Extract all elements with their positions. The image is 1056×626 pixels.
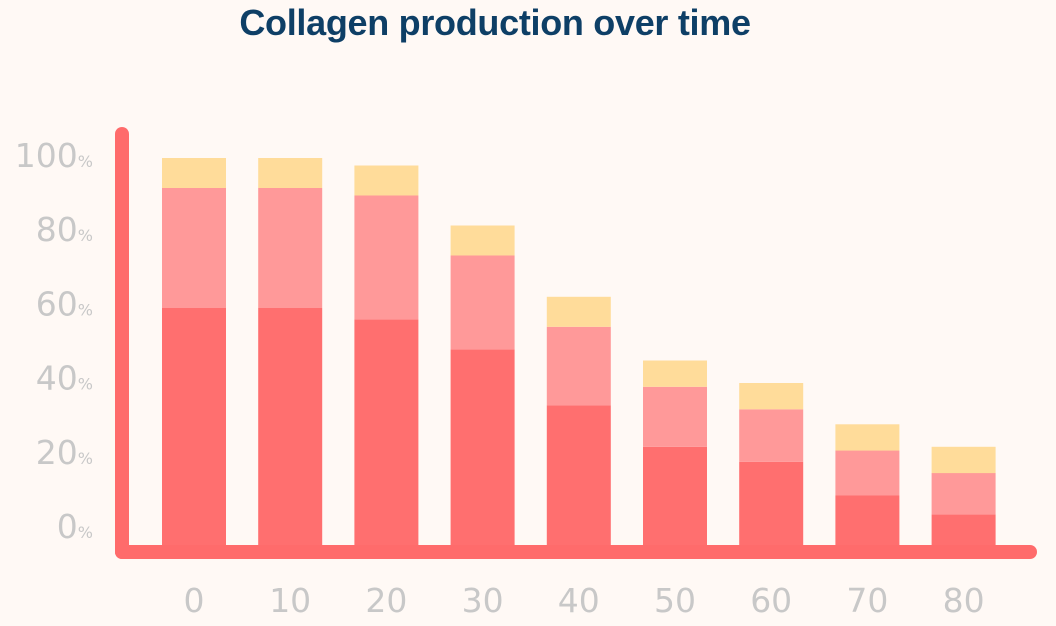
bar-segment-10-s3 [258,158,323,188]
bar-segment-60-s1 [739,461,804,549]
bar-segment-60-s2 [739,409,804,462]
x-tick-label-20: 20 [365,581,407,620]
bar-segment-40-s3 [546,296,611,327]
x-tick-label-80: 80 [943,581,985,620]
bar-group-10 [258,158,323,548]
y-tick-label-0: 0% [57,507,93,546]
bar-segment-40-s2 [546,326,611,406]
x-tick-label-0: 0 [184,581,205,620]
y-tick-labels: 0% 20% 40% 60% 80% 100% [15,136,93,546]
bar-segment-0-s1 [162,308,226,548]
bar-segment-30-s3 [450,225,515,256]
bar-group-60 [739,383,804,549]
bar-segment-70-s1 [835,495,900,548]
bar-segment-50-s3 [643,360,707,387]
bar-segment-80-s3 [931,446,996,474]
bar-segment-80-s1 [931,514,996,549]
x-tick-label-50: 50 [654,581,696,620]
bar-segment-20-s2 [354,195,419,320]
bar-segment-40-s1 [546,405,611,548]
y-tick-label-20: 20% [36,433,93,472]
x-tick-label-30: 30 [462,581,504,620]
y-tick-label-80: 80% [36,210,93,249]
x-tick-label-70: 70 [846,581,888,620]
bar-group-70 [835,424,900,548]
bar-segment-30-s2 [450,255,515,350]
y-tick-label-60: 60% [36,284,93,323]
bar-segment-70-s2 [835,450,900,496]
bar-segment-30-s1 [450,349,515,549]
bar-segment-0-s3 [162,158,226,188]
x-tick-label-60: 60 [750,581,792,620]
x-tick-labels: 0 10 20 30 40 50 60 70 80 [184,581,985,620]
bar-segment-10-s2 [258,188,323,308]
bar-segment-20-s1 [354,319,419,549]
axes-layer [115,127,1037,559]
bar-group-80 [931,446,996,549]
y-tick-label-100: 100% [15,136,93,175]
bar-group-50 [643,360,707,549]
bar-segment-10-s1 [258,308,323,548]
bar-group-20 [354,165,419,549]
bar-segment-50-s2 [643,386,707,447]
bar-segment-60-s3 [739,383,804,410]
bars-layer [162,158,996,549]
bar-segment-80-s2 [931,473,996,515]
y-tick-label-40: 40% [36,359,93,398]
bar-segment-20-s3 [354,165,419,196]
chart-title: Collagen production over time [239,2,751,43]
bar-group-30 [450,225,515,549]
bar-segment-0-s2 [162,188,226,308]
bar-segment-70-s3 [835,424,900,451]
bar-group-40 [546,296,611,548]
x-tick-label-40: 40 [558,581,600,620]
bar-group-0 [162,158,226,548]
x-tick-label-10: 10 [269,581,311,620]
bar-segment-50-s1 [643,446,707,549]
